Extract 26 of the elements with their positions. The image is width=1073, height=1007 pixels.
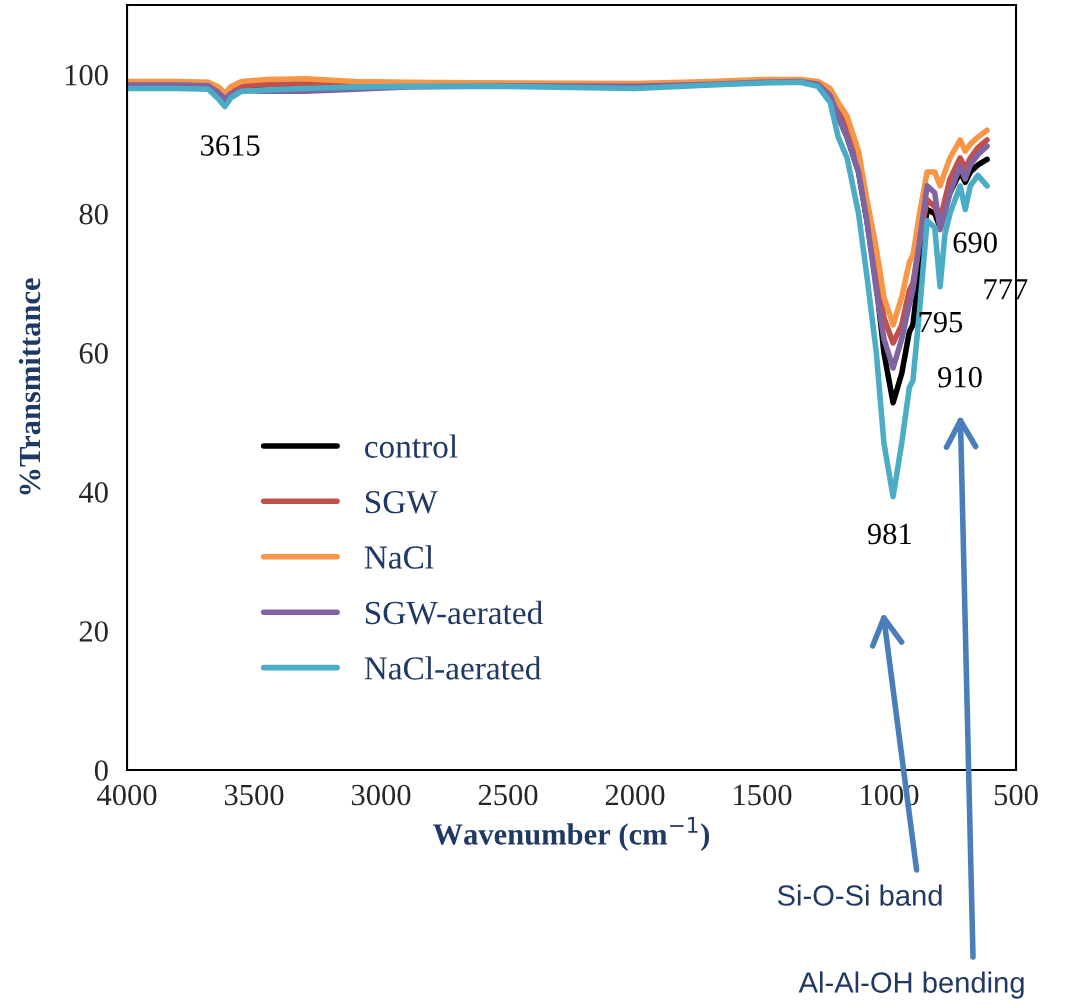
annotation: 981 [867,523,911,545]
legend-label: control [364,434,458,458]
x-tick-label: 4000 [97,784,157,806]
y-tick-label: 100 [65,64,108,86]
annotation: 910 [938,366,982,388]
x-tick-label: 2000 [605,784,665,806]
y-tick-label: 80 [79,203,108,225]
x-tick-label: 500 [994,784,1038,806]
x-tick-label: 1500 [734,784,792,806]
y-tick-label: 40 [79,482,108,503]
y-tick-label: 20 [79,621,108,642]
x-tick-label: 3500 [224,784,284,806]
y-tick-label: 0 [94,760,108,781]
legend-label: NaCl [364,545,434,569]
text: Al-Al-OH bending [798,971,1024,999]
legend-label: SGW [365,490,438,514]
text: Si-O-Si band [777,884,942,906]
legend-label: SGW-aerated [365,600,543,625]
y-tick-label: 60 [79,343,108,364]
legend-label: NaCl-aerated [364,656,541,680]
x-tick-label: 3000 [351,784,411,806]
annotation: 3615 [201,135,260,156]
annotation: 690 [953,232,997,253]
x-axis-title: Wavenumber (cm$^{−1}$) [432,817,710,851]
y-axis-title: %Transmittance [18,278,41,495]
x-tick-label: 2500 [478,784,538,806]
